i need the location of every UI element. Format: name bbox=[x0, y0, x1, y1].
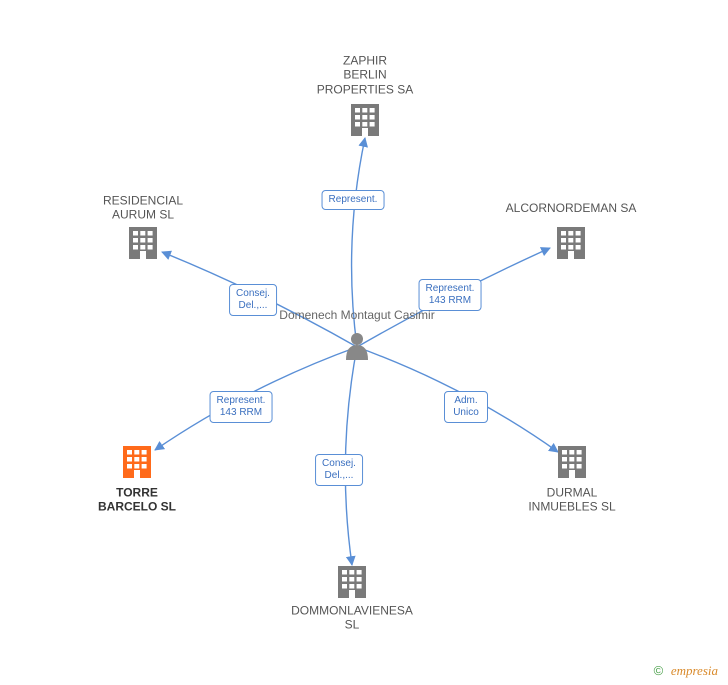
company-node: ZAPHIR BERLIN PROPERTIES SA bbox=[317, 53, 413, 96]
watermark-text: empresia bbox=[671, 663, 718, 678]
building-icon bbox=[558, 446, 586, 478]
edge-label: Consej. Del.,... bbox=[229, 284, 277, 316]
edge-label: Adm. Unico bbox=[444, 391, 488, 423]
edge-label: Represent. bbox=[322, 190, 385, 210]
edge-label: Consej. Del.,... bbox=[315, 454, 363, 486]
company-node: DURMAL INMUEBLES SL bbox=[528, 486, 615, 515]
building-icon bbox=[129, 227, 157, 259]
company-label: ZAPHIR BERLIN PROPERTIES SA bbox=[317, 53, 413, 96]
company-label: DOMMONLAVIENESA SL bbox=[291, 604, 413, 633]
company-label: ALCORNORDEMAN SA bbox=[506, 201, 637, 215]
company-node: RESIDENCIAL AURUM SL bbox=[103, 194, 183, 223]
building-icon bbox=[557, 227, 585, 259]
company-label: TORRE BARCELO SL bbox=[98, 486, 176, 515]
company-node: DOMMONLAVIENESA SL bbox=[291, 604, 413, 633]
network-canvas bbox=[0, 0, 728, 685]
building-icon bbox=[123, 446, 151, 478]
edge-label: Represent. 143 RRM bbox=[419, 279, 482, 311]
company-label: RESIDENCIAL AURUM SL bbox=[103, 194, 183, 223]
edge-label: Represent. 143 RRM bbox=[210, 391, 273, 423]
person-icon bbox=[346, 333, 368, 360]
company-node: ALCORNORDEMAN SA bbox=[506, 201, 637, 215]
center-person-label: Domenech Montagut Casimir bbox=[279, 308, 434, 323]
company-node: TORRE BARCELO SL bbox=[98, 486, 176, 515]
building-icon bbox=[351, 104, 379, 136]
watermark: © empresia bbox=[654, 663, 718, 679]
copyright-symbol: © bbox=[654, 663, 664, 678]
building-icon bbox=[338, 566, 366, 598]
company-label: DURMAL INMUEBLES SL bbox=[528, 486, 615, 515]
